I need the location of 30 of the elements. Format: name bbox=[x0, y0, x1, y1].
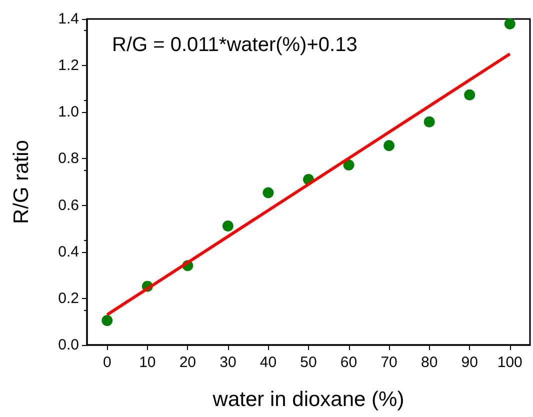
x-tick-label: 50 bbox=[300, 354, 317, 371]
y-tick-label: 1.2 bbox=[58, 57, 79, 74]
y-tick-label: 0.0 bbox=[58, 336, 79, 354]
y-tick-label: 0.6 bbox=[58, 196, 79, 214]
point bbox=[504, 18, 516, 30]
annotation: R/G = 0.011*water(%)+0.13 bbox=[112, 34, 358, 56]
point bbox=[464, 89, 476, 100]
y-tick-label: 1.0 bbox=[58, 104, 79, 121]
point bbox=[102, 315, 113, 326]
x-tick-label: 20 bbox=[179, 354, 196, 371]
y-tick-label: 0.8 bbox=[58, 150, 79, 168]
x-tick-label: 90 bbox=[461, 354, 478, 371]
x-tick-label: 10 bbox=[139, 354, 156, 371]
point bbox=[222, 220, 234, 232]
x-tick-label: 80 bbox=[420, 354, 438, 371]
y-tick-label: 0.2 bbox=[58, 290, 79, 307]
x-tick-label: 0 bbox=[102, 354, 112, 371]
x-tick-label: 60 bbox=[340, 354, 358, 371]
x-tick-label: 30 bbox=[220, 354, 236, 371]
x-tick-label: 100 bbox=[497, 354, 522, 371]
x-tick-label: 70 bbox=[380, 354, 398, 371]
point bbox=[384, 140, 395, 152]
y-axis-title: R/G ratio bbox=[10, 140, 33, 224]
point bbox=[262, 187, 274, 198]
y-tick-label: 1.4 bbox=[58, 10, 79, 28]
y-tick-label: 0.4 bbox=[58, 243, 79, 260]
x-axis-title: water in dioxane (%) bbox=[212, 388, 404, 411]
x-tick-label: 40 bbox=[260, 354, 277, 371]
point bbox=[343, 160, 354, 170]
point bbox=[424, 116, 435, 128]
